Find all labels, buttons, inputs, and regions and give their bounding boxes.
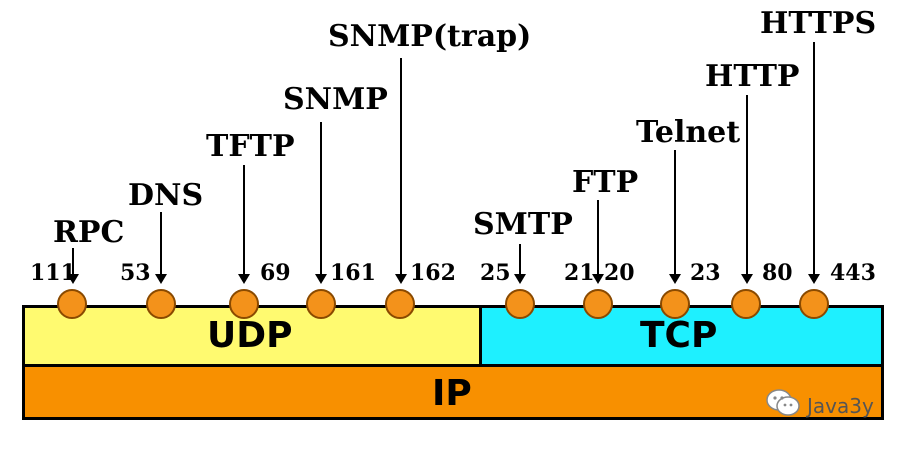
port-circle-http [731, 289, 761, 319]
tcp-label: TCP [640, 315, 718, 356]
port-circle-smtp [505, 289, 535, 319]
port-number-https: 443 [830, 260, 876, 286]
port-circle-snmp [306, 289, 336, 319]
arrow-ftp [592, 200, 604, 284]
protocol-label-snmp-trap: SNMP(trap) [328, 19, 532, 54]
port-circle-ftp [583, 289, 613, 319]
port-circle-tftp [229, 289, 259, 319]
arrow-rpc [67, 248, 79, 284]
protocol-label-dns: DNS [128, 178, 204, 213]
port-circle-rpc [57, 289, 87, 319]
protocol-label-ftp: FTP [572, 165, 639, 200]
protocol-label-smtp: SMTP [473, 207, 573, 242]
protocol-label-rpc: RPC [53, 215, 125, 250]
port-number-smtp: 25 [480, 260, 511, 286]
protocol-label-https: HTTPS [760, 6, 877, 41]
protocol-label-snmp: SNMP [283, 82, 388, 117]
wechat-icon [765, 388, 801, 423]
udp-label: UDP [207, 315, 293, 356]
arrow-telnet [669, 150, 681, 284]
port-number-snmp-trap: 162 [410, 260, 456, 286]
ip-layer [22, 364, 884, 420]
protocol-label-tftp: TFTP [206, 129, 295, 164]
port-number-tftp: 69 [260, 260, 291, 286]
arrow-snmp [315, 122, 327, 284]
port-number-ftp-control: 20 [604, 260, 635, 286]
watermark: Java3y [765, 388, 874, 423]
port-circle-https [799, 289, 829, 319]
port-number-telnet: 23 [690, 260, 721, 286]
protocol-label-telnet: Telnet [636, 115, 741, 150]
arrow-smtp [514, 244, 526, 284]
port-circle-dns [146, 289, 176, 319]
arrow-https [808, 42, 820, 284]
port-number-dns: 53 [120, 260, 151, 286]
protocol-label-http: HTTP [705, 59, 800, 94]
arrow-dns [155, 212, 167, 284]
port-number-http: 80 [762, 260, 793, 286]
arrow-tftp [238, 165, 250, 284]
port-number-snmp: 161 [330, 260, 376, 286]
arrow-http [741, 95, 753, 284]
arrow-snmp-trap [395, 58, 407, 284]
ip-label: IP [432, 373, 472, 414]
port-circle-snmp-trap [385, 289, 415, 319]
port-number-ftp-data: 21 [564, 260, 595, 286]
port-number-rpc: 111 [30, 260, 76, 286]
watermark-text: Java3y [807, 393, 874, 418]
port-circle-telnet [660, 289, 690, 319]
